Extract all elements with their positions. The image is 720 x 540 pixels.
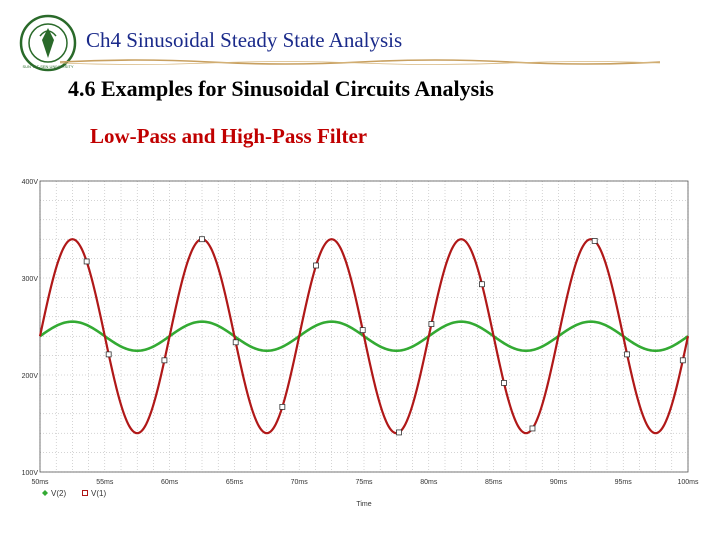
series-line-v1 [38,238,690,435]
y-tick-label: 200V [22,373,39,380]
legend-marker [82,490,88,496]
x-tick-label: 100ms [677,479,699,486]
x-tick-label: 70ms [291,479,309,486]
data-point-marker [232,339,239,346]
plot-frame [39,180,689,473]
y-tick-label: 300V [22,276,39,283]
data-point-marker [624,351,630,358]
data-point-marker [313,262,319,269]
chart-labels: 100V 200V 300V 400V 50ms 55ms 60ms 65ms 70ms 75ms… [22,179,699,508]
chart-grid [39,180,689,473]
x-tick-label: 80ms [420,479,438,486]
x-tick-label: 50ms [31,479,49,486]
legend-label: V(2) [51,489,66,498]
x-tick-label: 55ms [96,479,114,486]
y-tick-label: 400V [22,179,39,186]
logo-text: SUN YAT-SEN UNIVERSITY [22,64,73,69]
x-tick-label: 65ms [226,479,244,486]
x-tick-label: 90ms [550,479,568,486]
x-tick-label: 85ms [485,479,503,486]
page-header-title: Ch4 Sinusoidal Steady State Analysis [86,28,403,52]
x-axis-label: Time [356,501,371,508]
x-tick-label: 75ms [355,479,373,486]
data-point-marker [105,351,112,358]
data-point-marker [428,321,435,327]
data-point-marker [396,429,402,436]
header-divider [60,59,660,65]
data-point-marker [591,238,598,244]
y-tick-label: 100V [22,470,39,477]
x-tick-label: 60ms [161,479,179,486]
data-point-marker [679,357,686,364]
data-point-marker [529,425,536,432]
subtitle: Low-Pass and High-Pass Filter [90,124,368,148]
university-logo: SUN YAT-SEN UNIVERSITY [19,14,77,72]
chart-markers [83,236,686,436]
legend-marker [42,490,48,496]
data-point-marker [359,327,366,334]
chart-series [38,238,690,435]
data-point-marker [161,357,168,364]
data-point-marker [83,258,90,265]
data-point-marker [479,281,485,288]
legend-label: V(1) [91,489,106,498]
data-point-marker [501,380,507,386]
data-point-marker [279,404,286,410]
data-point-marker [199,236,205,243]
x-tick-label: 95ms [615,479,633,486]
section-title: 4.6 Examples for Sinusoidal Circuits Ana… [68,76,494,101]
waveform-chart: 100V 200V 300V 400V 50ms 55ms 60ms 65ms 70ms 75ms… [22,179,699,508]
